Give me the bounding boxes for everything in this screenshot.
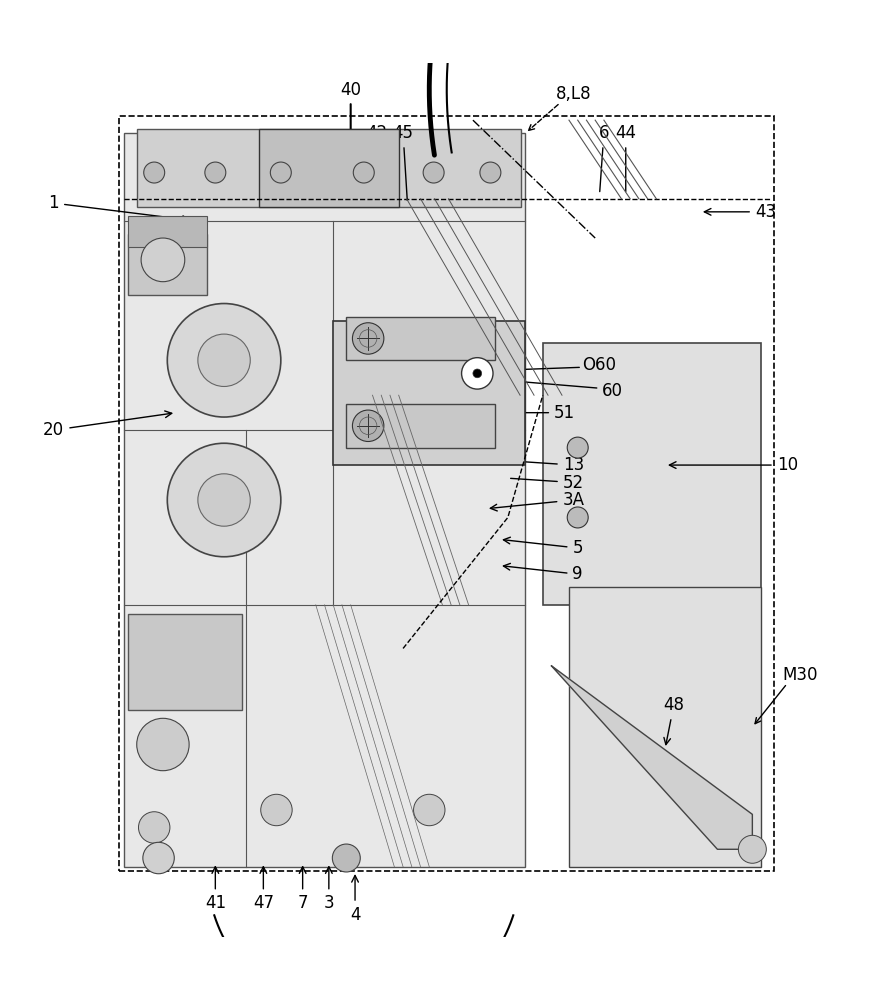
Circle shape bbox=[205, 162, 226, 183]
Bar bbox=[128, 614, 242, 710]
Text: 51: 51 bbox=[491, 404, 576, 422]
Bar bbox=[333, 321, 526, 465]
Bar bbox=[543, 343, 761, 605]
Text: O60: O60 bbox=[583, 356, 617, 374]
Circle shape bbox=[480, 162, 501, 183]
Text: 9: 9 bbox=[504, 563, 583, 583]
Circle shape bbox=[423, 162, 444, 183]
Circle shape bbox=[144, 162, 165, 183]
Circle shape bbox=[167, 304, 281, 417]
Text: 42: 42 bbox=[366, 124, 387, 200]
Circle shape bbox=[462, 358, 493, 389]
Circle shape bbox=[352, 323, 384, 354]
Bar bbox=[346, 317, 495, 360]
Circle shape bbox=[353, 162, 374, 183]
Text: 10: 10 bbox=[669, 456, 798, 474]
Text: 8,L8: 8,L8 bbox=[555, 85, 591, 103]
Text: 3: 3 bbox=[323, 867, 334, 912]
Circle shape bbox=[138, 812, 170, 843]
Circle shape bbox=[261, 794, 293, 826]
Bar bbox=[569, 587, 761, 867]
Circle shape bbox=[568, 507, 588, 528]
Circle shape bbox=[332, 844, 360, 872]
Bar bbox=[137, 129, 521, 207]
Text: 20: 20 bbox=[43, 411, 172, 439]
Circle shape bbox=[141, 238, 185, 282]
Text: 13: 13 bbox=[511, 456, 584, 474]
Bar bbox=[259, 129, 399, 207]
Text: 40: 40 bbox=[340, 81, 361, 172]
Circle shape bbox=[143, 842, 174, 874]
Text: 43: 43 bbox=[704, 203, 776, 221]
Circle shape bbox=[167, 443, 281, 557]
Bar bbox=[124, 133, 526, 867]
Circle shape bbox=[137, 718, 189, 771]
Circle shape bbox=[473, 369, 482, 378]
Text: 48: 48 bbox=[663, 696, 684, 745]
Circle shape bbox=[198, 334, 251, 386]
Text: 1: 1 bbox=[48, 194, 189, 223]
Text: 52: 52 bbox=[511, 474, 584, 492]
Bar bbox=[128, 234, 207, 295]
Bar bbox=[119, 116, 774, 871]
Text: 4: 4 bbox=[350, 875, 360, 924]
Polygon shape bbox=[552, 666, 752, 849]
Text: 6: 6 bbox=[598, 124, 609, 192]
Text: M30: M30 bbox=[782, 666, 818, 684]
Bar bbox=[346, 404, 495, 448]
Text: 44: 44 bbox=[615, 124, 636, 192]
Circle shape bbox=[738, 835, 766, 863]
Circle shape bbox=[568, 437, 588, 458]
Circle shape bbox=[271, 162, 292, 183]
Text: 41: 41 bbox=[205, 867, 226, 912]
Circle shape bbox=[352, 410, 384, 441]
Text: 45: 45 bbox=[392, 124, 413, 200]
Circle shape bbox=[413, 794, 445, 826]
Text: 5: 5 bbox=[504, 537, 583, 557]
Bar bbox=[128, 216, 207, 247]
Text: 60: 60 bbox=[602, 382, 623, 400]
Text: 7: 7 bbox=[297, 867, 307, 912]
Text: 3A: 3A bbox=[491, 491, 584, 511]
Circle shape bbox=[198, 474, 251, 526]
Text: 47: 47 bbox=[253, 867, 274, 912]
